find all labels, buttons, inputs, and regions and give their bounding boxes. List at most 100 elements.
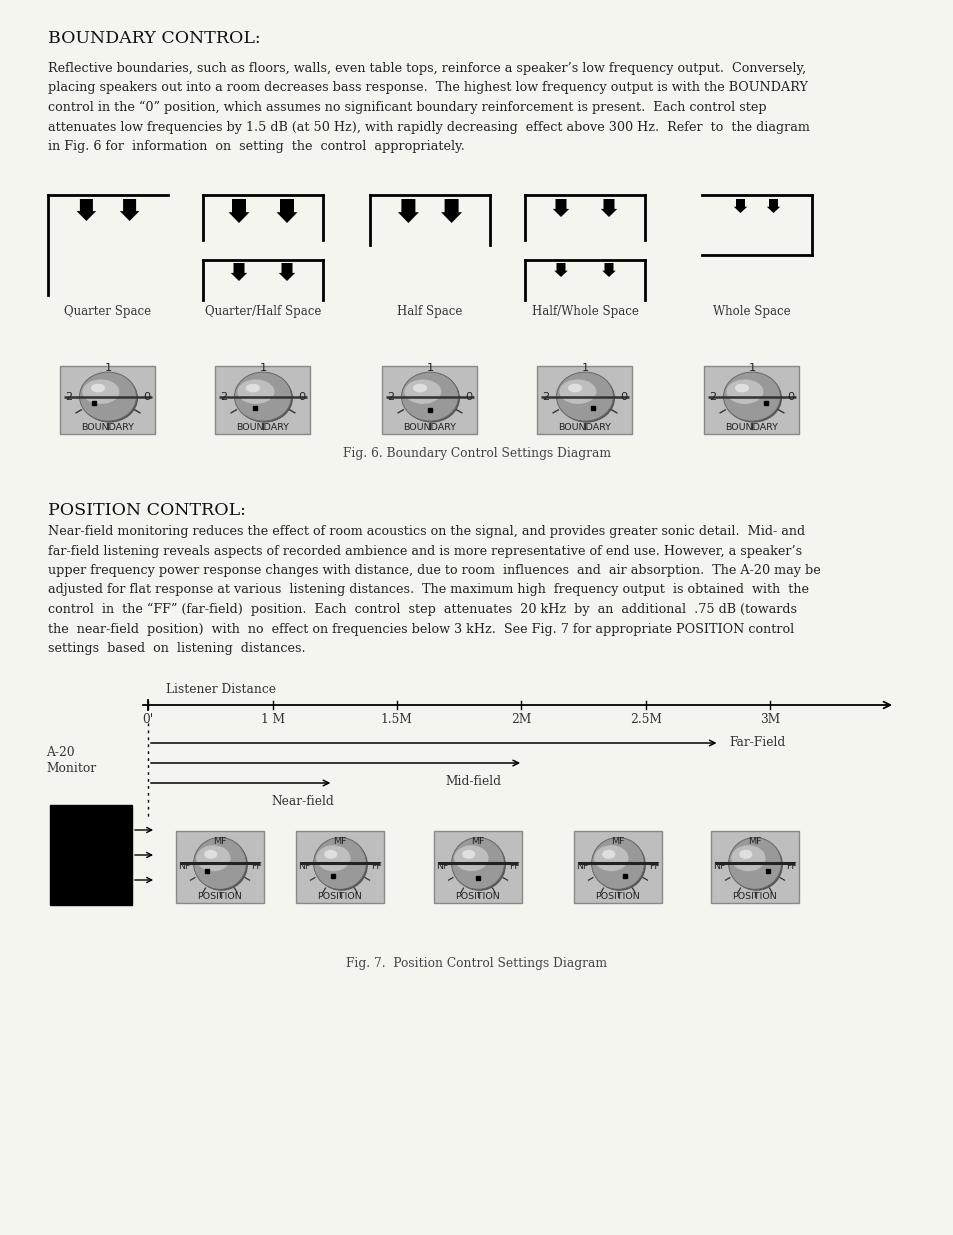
Text: BOUNDARY: BOUNDARY (403, 424, 456, 432)
Polygon shape (552, 199, 569, 217)
Ellipse shape (91, 384, 105, 393)
Text: POSITION CONTROL:: POSITION CONTROL: (48, 501, 246, 519)
Ellipse shape (734, 384, 748, 393)
Bar (215, 366, 310, 433)
Text: 3M: 3M (760, 713, 780, 726)
Polygon shape (76, 199, 96, 221)
Ellipse shape (601, 850, 615, 858)
Ellipse shape (730, 845, 764, 871)
Text: FF: FF (251, 862, 261, 871)
Ellipse shape (413, 384, 427, 393)
Text: MF: MF (333, 836, 346, 846)
Text: 2: 2 (709, 391, 716, 401)
Text: Whole Space: Whole Space (713, 305, 790, 317)
Text: FF: FF (785, 862, 796, 871)
Polygon shape (120, 199, 139, 221)
Text: 2: 2 (542, 391, 549, 401)
Polygon shape (231, 263, 247, 282)
Text: the  near-field  position)  with  no  effect on frequencies below 3 kHz.  See Fi: the near-field position) with no effect … (48, 622, 794, 636)
Ellipse shape (593, 839, 645, 890)
Ellipse shape (196, 845, 231, 871)
Text: NF: NF (575, 862, 587, 871)
Text: NF: NF (436, 862, 448, 871)
Ellipse shape (81, 374, 138, 422)
Text: Far-Field: Far-Field (729, 736, 785, 750)
Text: FF: FF (508, 862, 519, 871)
Ellipse shape (237, 379, 274, 404)
Bar (703, 366, 799, 433)
Text: Half/Whole Space: Half/Whole Space (531, 305, 638, 317)
Ellipse shape (79, 372, 136, 421)
Ellipse shape (82, 379, 119, 404)
Text: 1: 1 (747, 363, 755, 373)
Ellipse shape (195, 839, 248, 890)
Text: Monitor: Monitor (46, 762, 96, 776)
Text: 2M: 2M (511, 713, 531, 726)
Text: POSITION: POSITION (317, 892, 362, 902)
Text: 1: 1 (580, 363, 588, 373)
Ellipse shape (401, 372, 458, 421)
Text: Half Space: Half Space (396, 305, 462, 317)
Ellipse shape (234, 372, 292, 421)
Polygon shape (733, 199, 746, 212)
Ellipse shape (235, 374, 293, 422)
Ellipse shape (558, 374, 615, 422)
Text: MF: MF (213, 836, 227, 846)
Polygon shape (766, 199, 780, 212)
Text: attenuates low frequencies by 1.5 dB (at 50 Hz), with rapidly decreasing  effect: attenuates low frequencies by 1.5 dB (at… (48, 121, 809, 133)
Text: Fig. 6. Boundary Control Settings Diagram: Fig. 6. Boundary Control Settings Diagra… (342, 447, 611, 459)
Text: 0': 0' (142, 713, 153, 726)
Text: BOUNDARY: BOUNDARY (81, 424, 134, 432)
Text: NF: NF (177, 862, 190, 871)
Ellipse shape (402, 374, 459, 422)
Ellipse shape (729, 839, 782, 890)
Ellipse shape (556, 372, 613, 421)
Polygon shape (229, 199, 250, 224)
Text: BOUNDARY: BOUNDARY (236, 424, 289, 432)
Bar (434, 831, 521, 903)
Ellipse shape (567, 384, 581, 393)
Ellipse shape (724, 374, 781, 422)
Text: POSITION: POSITION (595, 892, 639, 902)
Text: 1.5M: 1.5M (380, 713, 413, 726)
Text: Fig. 7.  Position Control Settings Diagram: Fig. 7. Position Control Settings Diagra… (346, 957, 607, 969)
Polygon shape (601, 263, 615, 277)
Text: 1 M: 1 M (260, 713, 285, 726)
Text: 2: 2 (387, 391, 395, 401)
Bar (295, 831, 384, 903)
Text: control in the “0” position, which assumes no significant boundary reinforcement: control in the “0” position, which assum… (48, 101, 766, 114)
Polygon shape (600, 199, 617, 217)
Text: BOUNDARY CONTROL:: BOUNDARY CONTROL: (48, 30, 260, 47)
Text: BOUNDARY: BOUNDARY (558, 424, 611, 432)
Text: placing speakers out into a room decreases bass response.  The highest low frequ: placing speakers out into a room decreas… (48, 82, 807, 95)
Text: 0: 0 (298, 391, 305, 401)
Ellipse shape (453, 839, 505, 890)
Polygon shape (554, 263, 567, 277)
Ellipse shape (739, 850, 752, 858)
Text: 0: 0 (143, 391, 151, 401)
Text: 2.5M: 2.5M (630, 713, 661, 726)
Ellipse shape (315, 845, 350, 871)
Text: MF: MF (747, 836, 760, 846)
Text: Quarter Space: Quarter Space (65, 305, 152, 317)
Ellipse shape (451, 837, 504, 889)
Polygon shape (278, 263, 294, 282)
Text: in Fig. 6 for  information  on  setting  the  control  appropriately.: in Fig. 6 for information on setting the… (48, 140, 464, 153)
Text: 0: 0 (619, 391, 627, 401)
Polygon shape (397, 199, 418, 224)
Text: Near-field monitoring reduces the effect of room acoustics on the signal, and pr: Near-field monitoring reduces the effect… (48, 525, 804, 538)
Ellipse shape (404, 379, 441, 404)
Text: POSITION: POSITION (456, 892, 500, 902)
Text: adjusted for flat response at various  listening distances.  The maximum high  f: adjusted for flat response at various li… (48, 583, 808, 597)
Text: far-field listening reveals aspects of recorded ambience and is more representat: far-field listening reveals aspects of r… (48, 545, 801, 557)
Ellipse shape (204, 850, 217, 858)
Bar (175, 831, 264, 903)
Bar (382, 366, 477, 433)
Text: settings  based  on  listening  distances.: settings based on listening distances. (48, 642, 305, 655)
Text: Listener Distance: Listener Distance (166, 683, 275, 697)
Text: 0: 0 (465, 391, 472, 401)
Text: NF: NF (712, 862, 724, 871)
Text: upper frequency power response changes with distance, due to room  influences  a: upper frequency power response changes w… (48, 564, 820, 577)
Ellipse shape (454, 845, 488, 871)
Text: Reflective boundaries, such as floors, walls, even table tops, reinforce a speak: Reflective boundaries, such as floors, w… (48, 62, 805, 75)
